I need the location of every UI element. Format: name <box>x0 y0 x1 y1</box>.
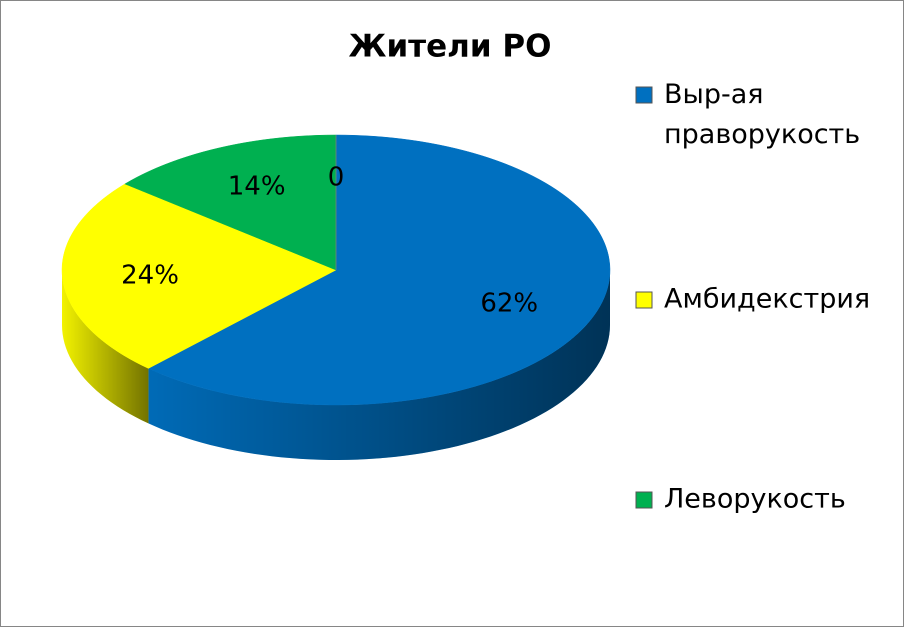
legend-swatch <box>635 291 653 309</box>
slice-side-shade <box>62 270 149 424</box>
data-label: 24% <box>121 260 179 290</box>
legend-swatch <box>635 86 653 104</box>
slice <box>147 134 611 406</box>
legend-label: Выр-ая праворукость <box>664 79 860 150</box>
data-label: 62% <box>480 288 538 318</box>
legend-label: Леворукость <box>664 484 846 515</box>
legend-line: праворукость <box>664 119 860 150</box>
slice <box>124 134 337 271</box>
legend-label: Амбидекстрия <box>664 284 870 315</box>
legend-swatch <box>635 491 653 509</box>
slice <box>61 183 337 369</box>
data-label: 0 <box>328 163 345 193</box>
data-label: 14% <box>228 171 286 201</box>
legend-line: Выр-ая <box>664 79 764 110</box>
chart-title: Жители РО <box>349 29 552 65</box>
slice-side-shade <box>148 270 611 460</box>
